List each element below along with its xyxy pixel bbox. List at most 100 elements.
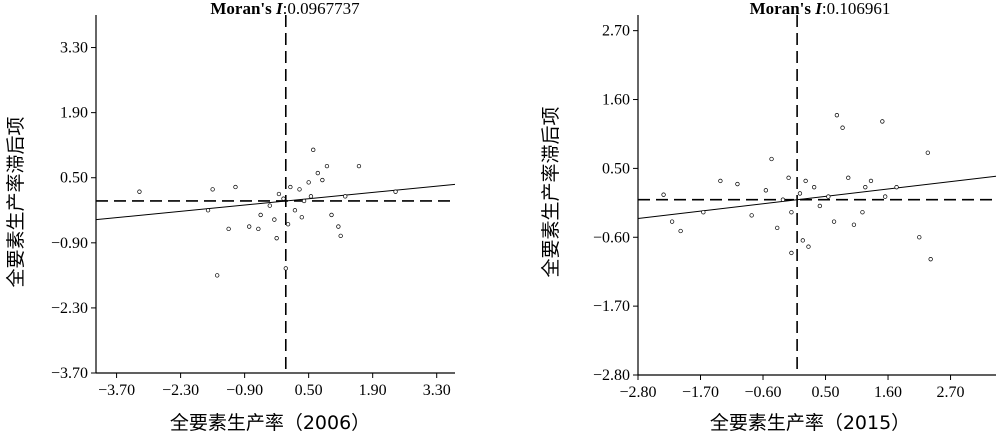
right-data-point [701,210,706,215]
left-plot-area: −3.70 −2.30 −0.90 0.50 1.90 3.30 −3.70 −2.30 −0.… [51,15,456,399]
left-data-point [301,198,307,204]
right-data-point [749,213,754,218]
right-data-point [669,219,675,224]
right-data-point [678,228,683,234]
right-data-point [883,194,888,199]
left-y-tick-label: −3.70 [51,365,88,382]
left-data-point [137,189,142,194]
right-x-tick-label: 2.70 [937,384,965,401]
left-y-tick-label: 3.30 [60,40,88,57]
left-data-point [258,212,263,218]
left-y-axis-label: 全要素生产率滞后项 [5,116,27,287]
left-title-symbol: I [275,0,284,18]
right-data-point [817,203,822,209]
right-title-value: :0.106961 [822,0,890,18]
right-data-point [806,244,811,249]
left-data-point [233,184,238,190]
left-title-prefix: Moran's [210,0,276,18]
right-data-point [769,156,774,162]
right-data-point [928,257,933,262]
left-chart-title: Moran's I:0.0967737 [210,0,360,18]
left-data-point [281,196,286,201]
right-y-axis-label: 全要素生产率滞后项 [540,106,562,277]
left-x-tick-label: −2.30 [162,382,199,399]
right-data-point [775,225,780,231]
right-data-point [797,191,803,196]
left-data-point [272,217,277,222]
right-plot-area: −2.80 −1.70 −0.60 0.50 1.60 2.70 −2.80 −1.70 −0.… [593,15,997,401]
right-x-tick-label: −0.60 [745,384,782,401]
left-y-tick-label: −2.30 [51,300,88,317]
left-data-point [311,147,316,152]
right-data-point [880,119,885,124]
left-data-point [247,224,252,229]
left-x-tick-label: 0.50 [295,382,323,399]
left-data-point [356,163,362,169]
left-data-point [215,273,220,278]
left-y-tick-label: 0.50 [60,170,88,187]
left-data-point [297,187,302,192]
left-x-tick-label: 3.30 [423,382,451,399]
right-data-point [840,125,845,130]
left-data-point [299,215,304,220]
right-x-axis-label: 全要素生产率（2015） [710,412,910,434]
left-data-point [288,184,293,190]
left-data-point [336,224,341,229]
left-data-point [324,163,330,169]
right-data-point [831,219,837,224]
left-data-point [285,222,291,227]
right-data-point [860,210,865,215]
left-data-point [320,177,325,183]
left-data-point [276,191,282,197]
left-data-point [329,212,334,218]
left-data-point [343,194,348,199]
right-y-tick-label: −0.60 [593,229,630,246]
right-x-tick-label: 1.60 [874,384,902,401]
right-data-point [925,150,930,155]
left-data-point [256,226,261,232]
right-x-tick-label: 0.50 [812,384,840,401]
left-data-point [315,170,320,176]
right-title-symbol: I [814,0,823,18]
left-regression-line [95,183,456,221]
right-x-tick-label: −2.80 [619,384,656,401]
left-data-point [205,208,211,213]
left-y-tick-label: −0.90 [51,235,88,252]
left-x-axis-label: 全要素生产率（2006） [170,412,370,434]
right-data-point [763,188,769,193]
right-data-point [803,178,808,184]
right-data-point [786,175,791,180]
right-data-point [917,235,922,240]
right-y-tick-label: 2.70 [602,23,630,40]
right-data-point [846,175,851,180]
right-data-point [868,178,874,184]
right-data-point [834,113,840,118]
right-data-point [735,181,740,187]
left-data-point [267,203,272,208]
left-data-point [306,180,311,185]
left-x-tick-label: −0.90 [226,382,263,399]
right-data-point [789,210,794,215]
right-data-point [851,222,857,227]
right-panel: Moran's I:0.106961 −2.80 −1.70 −0.60 0.50 1.… [540,0,997,434]
right-title-prefix: Moran's [750,0,816,18]
left-data-point [393,189,398,194]
right-data-point [863,185,868,190]
right-y-tick-label: 0.50 [602,160,630,177]
left-data-point [338,233,343,238]
right-data-point [718,178,723,184]
right-y-tick-label: −1.70 [593,298,630,315]
left-panel: Moran's I:0.0967737 −3.70 −2.30 −0.90 0.50 1… [5,0,456,434]
right-data-point [812,185,817,190]
left-data-point [210,187,215,192]
left-data-point [274,236,279,241]
right-data-point [894,185,899,190]
left-x-tick-label: −3.70 [98,382,135,399]
right-data-point [789,250,794,256]
left-data-point [283,266,288,271]
right-x-tick-label: −1.70 [682,384,719,401]
left-data-point [292,208,298,213]
right-y-tick-label: −2.80 [593,367,630,384]
right-y-tick-label: 1.60 [602,92,630,109]
